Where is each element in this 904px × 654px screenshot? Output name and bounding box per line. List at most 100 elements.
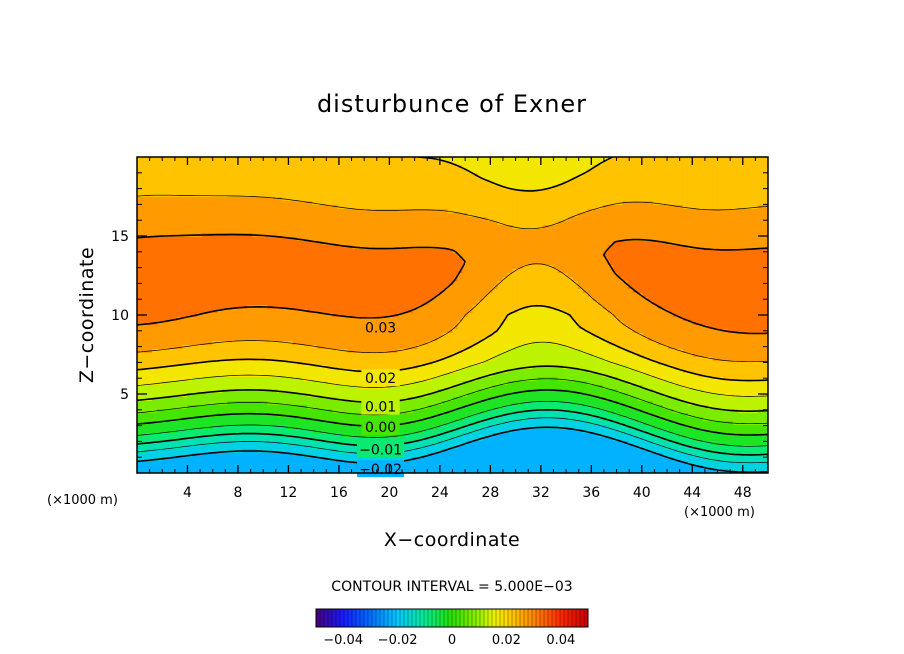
contour-interval-note: CONTOUR INTERVAL = 5.000E−03 [331,579,572,595]
colorbar-cell [556,609,561,627]
x-units-right: (×1000 m) [684,505,755,520]
x-tick-label: 28 [481,485,499,501]
filled-contours [137,157,768,473]
colorbar-cell [388,609,393,627]
contour-line [137,365,768,412]
colorbar-cell [480,609,485,627]
contour-line [137,341,768,397]
contour-label: 0.01 [365,400,396,416]
contour-label-bg [361,418,400,436]
colorbar-cell [372,609,377,627]
x-axis-label: X−coordinate [384,529,520,551]
colorbar-cell [472,609,477,627]
colorbar-tick-label: 0.04 [546,633,575,648]
colorbar-cell [456,609,461,627]
contour-label-bg [357,440,405,458]
colorbar-tick-label: −0.02 [378,633,418,648]
colorbar-cell [572,609,577,627]
colorbar-cell [528,609,533,627]
x-tick-label: 36 [582,485,600,501]
colorbar-cell [420,609,425,627]
colorbar-cell [384,609,389,627]
x-units-left: (×1000 m) [47,493,118,508]
colorbar-cell [524,609,529,627]
colorbar-cell [504,609,509,627]
colorbar-cell [568,609,573,627]
colorbar-cell [428,609,433,627]
contour-label: 0.03 [365,321,396,337]
colorbar-cell [520,609,525,627]
colorbar-cell [484,609,489,627]
x-tick-label: 32 [532,485,550,501]
colorbar-tick-label: −0.04 [323,633,363,648]
colorbar-cell [508,609,513,627]
contour-line [137,378,768,425]
colorbar [315,608,589,628]
colorbar-cell [408,609,413,627]
colorbar-cell [444,609,449,627]
colorbar-cell [368,609,373,627]
x-tick-label: 16 [330,485,348,501]
y-tick-label: 5 [120,387,129,403]
colorbar-cell [500,609,505,627]
colorbar-cell [364,609,369,627]
x-tick-label: 44 [683,485,701,501]
colorbar-cell [392,609,397,627]
colorbar-cell [360,609,365,627]
colorbar-cell [448,609,453,627]
colorbar-cell [400,609,405,627]
chart-title: disturbunce of Exner [317,90,587,118]
contour-label: 0.00 [365,420,396,436]
contour-line [137,194,768,363]
colorbar-cell [540,609,545,627]
contour-line [137,157,768,382]
x-axis-ticks: 4 8 12 16 20 24 28 32 36 40 44 48 [149,157,756,501]
y-tick-label: 15 [111,229,129,245]
colorbar-cell [396,609,401,627]
x-tick-label: 12 [280,485,298,501]
colorbar-cell [356,609,361,627]
colorbar-tick-label: 0 [448,633,456,648]
colorbar-cell [488,609,493,627]
colorbar-cell [412,609,417,627]
colorbar-cell [404,609,409,627]
colorbar-cell [544,609,549,627]
colorbar-cell [576,609,581,627]
colorbar-cell [580,609,585,627]
colorbar-cell [336,609,341,627]
x-tick-label: 48 [734,485,752,501]
contour-label: −0.01 [359,442,402,458]
colorbar-cell [548,609,553,627]
contour-label: 0.02 [365,371,396,387]
contour-lines [137,157,768,473]
colorbar-cell [352,609,357,627]
y-tick-label: 10 [111,308,129,324]
colorbar-frame [315,608,589,628]
colorbar-tick-labels: −0.04 −0.02 0 0.02 0.04 [323,633,575,648]
colorbar-cell [424,609,429,627]
colorbar-cell [416,609,421,627]
contour-line [137,400,768,447]
contour-label-bg [361,369,400,387]
x-tick-label: 20 [380,485,398,501]
colorbar-cell [320,609,325,627]
colorbar-cell [492,609,497,627]
colorbar-cell [516,609,521,627]
y-axis-ticks: 5 10 15 [111,172,768,458]
colorbar-cell [532,609,537,627]
x-tick-label: 4 [183,485,192,501]
colorbar-cell [552,609,557,627]
y-axis-label: Z−coordinate [76,247,98,383]
colorbar-cell [564,609,569,627]
colorbar-cell [316,609,321,627]
colorbar-cell [512,609,517,627]
x-tick-label: 8 [233,485,242,501]
colorbar-cell [560,609,565,627]
colorbar-cell [340,609,345,627]
colorbar-cell [476,609,481,627]
colorbar-cell [440,609,445,627]
x-tick-label: 40 [633,485,651,501]
contour-line [137,233,768,335]
colorbar-cell [348,609,353,627]
